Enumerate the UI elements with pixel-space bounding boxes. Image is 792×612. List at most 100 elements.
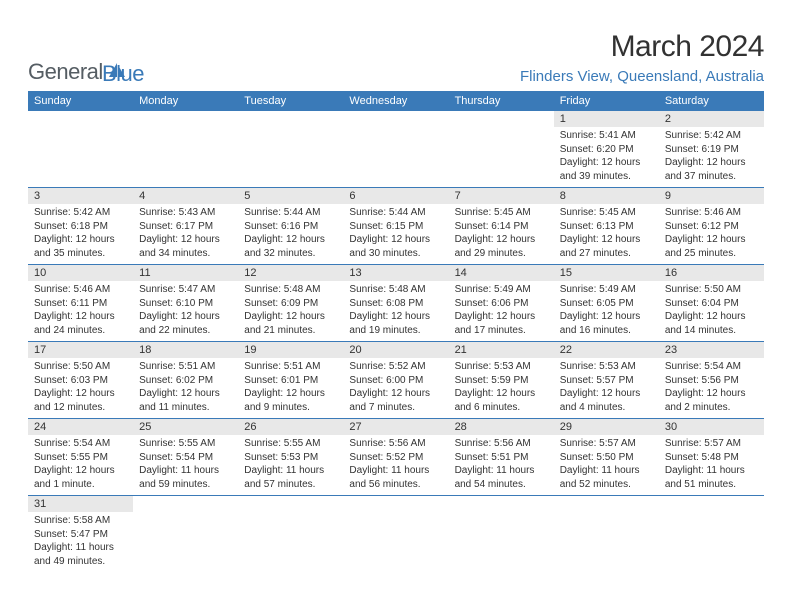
calendar-cell: 23Sunrise: 5:54 AMSunset: 5:56 PMDayligh… [659, 342, 764, 419]
day-number: 2 [659, 111, 764, 127]
calendar-cell-empty [449, 496, 554, 573]
day-details: Sunrise: 5:41 AMSunset: 6:20 PMDaylight:… [554, 127, 659, 187]
calendar-cell: 5Sunrise: 5:44 AMSunset: 6:16 PMDaylight… [238, 188, 343, 265]
calendar-cell-empty [343, 496, 448, 573]
title-block: March 2024 Flinders View, Queensland, Au… [520, 30, 764, 85]
day-number: 27 [343, 419, 448, 435]
day-number: 31 [28, 496, 133, 512]
day-details: Sunrise: 5:48 AMSunset: 6:09 PMDaylight:… [238, 281, 343, 341]
calendar-cell-empty [28, 111, 133, 188]
calendar-cell: 10Sunrise: 5:46 AMSunset: 6:11 PMDayligh… [28, 265, 133, 342]
day-number: 23 [659, 342, 764, 358]
day-number: 11 [133, 265, 238, 281]
calendar-cell-empty [238, 111, 343, 188]
calendar-cell: 4Sunrise: 5:43 AMSunset: 6:17 PMDaylight… [133, 188, 238, 265]
logo-text-general: General [28, 59, 103, 85]
calendar-cell: 16Sunrise: 5:50 AMSunset: 6:04 PMDayligh… [659, 265, 764, 342]
day-details: Sunrise: 5:43 AMSunset: 6:17 PMDaylight:… [133, 204, 238, 264]
day-details: Sunrise: 5:52 AMSunset: 6:00 PMDaylight:… [343, 358, 448, 418]
calendar-cell-empty [133, 111, 238, 188]
day-number: 22 [554, 342, 659, 358]
day-number: 10 [28, 265, 133, 281]
calendar-cell: 12Sunrise: 5:48 AMSunset: 6:09 PMDayligh… [238, 265, 343, 342]
calendar-cell: 7Sunrise: 5:45 AMSunset: 6:14 PMDaylight… [449, 188, 554, 265]
page-title: March 2024 [520, 30, 764, 64]
day-header: Saturday [659, 91, 764, 111]
day-details: Sunrise: 5:56 AMSunset: 5:51 PMDaylight:… [449, 435, 554, 495]
day-number: 26 [238, 419, 343, 435]
day-number: 28 [449, 419, 554, 435]
calendar-cell: 2Sunrise: 5:42 AMSunset: 6:19 PMDaylight… [659, 111, 764, 188]
day-header: Friday [554, 91, 659, 111]
day-details: Sunrise: 5:53 AMSunset: 5:59 PMDaylight:… [449, 358, 554, 418]
calendar-cell-empty [133, 496, 238, 573]
calendar-cell: 19Sunrise: 5:51 AMSunset: 6:01 PMDayligh… [238, 342, 343, 419]
day-number: 25 [133, 419, 238, 435]
day-details: Sunrise: 5:42 AMSunset: 6:19 PMDaylight:… [659, 127, 764, 187]
calendar-cell: 9Sunrise: 5:46 AMSunset: 6:12 PMDaylight… [659, 188, 764, 265]
day-number: 15 [554, 265, 659, 281]
calendar-cell: 11Sunrise: 5:47 AMSunset: 6:10 PMDayligh… [133, 265, 238, 342]
day-details: Sunrise: 5:51 AMSunset: 6:02 PMDaylight:… [133, 358, 238, 418]
calendar-cell-empty [238, 496, 343, 573]
day-details: Sunrise: 5:42 AMSunset: 6:18 PMDaylight:… [28, 204, 133, 264]
calendar-cell: 20Sunrise: 5:52 AMSunset: 6:00 PMDayligh… [343, 342, 448, 419]
calendar-row: 10Sunrise: 5:46 AMSunset: 6:11 PMDayligh… [28, 265, 764, 342]
calendar-cell: 22Sunrise: 5:53 AMSunset: 5:57 PMDayligh… [554, 342, 659, 419]
day-details: Sunrise: 5:50 AMSunset: 6:03 PMDaylight:… [28, 358, 133, 418]
calendar-cell: 25Sunrise: 5:55 AMSunset: 5:54 PMDayligh… [133, 419, 238, 496]
day-details: Sunrise: 5:54 AMSunset: 5:55 PMDaylight:… [28, 435, 133, 495]
day-number: 3 [28, 188, 133, 204]
day-details: Sunrise: 5:55 AMSunset: 5:54 PMDaylight:… [133, 435, 238, 495]
calendar-cell-empty [343, 111, 448, 188]
calendar-row: 1Sunrise: 5:41 AMSunset: 6:20 PMDaylight… [28, 111, 764, 188]
calendar-cell: 26Sunrise: 5:55 AMSunset: 5:53 PMDayligh… [238, 419, 343, 496]
day-number: 1 [554, 111, 659, 127]
calendar-row: 17Sunrise: 5:50 AMSunset: 6:03 PMDayligh… [28, 342, 764, 419]
calendar-cell: 1Sunrise: 5:41 AMSunset: 6:20 PMDaylight… [554, 111, 659, 188]
day-number: 12 [238, 265, 343, 281]
calendar-cell: 3Sunrise: 5:42 AMSunset: 6:18 PMDaylight… [28, 188, 133, 265]
day-header: Tuesday [238, 91, 343, 111]
day-number: 21 [449, 342, 554, 358]
day-header-row: SundayMondayTuesdayWednesdayThursdayFrid… [28, 91, 764, 111]
calendar-row: 24Sunrise: 5:54 AMSunset: 5:55 PMDayligh… [28, 419, 764, 496]
calendar-row: 3Sunrise: 5:42 AMSunset: 6:18 PMDaylight… [28, 188, 764, 265]
calendar-cell-empty [659, 496, 764, 573]
day-details: Sunrise: 5:58 AMSunset: 5:47 PMDaylight:… [28, 512, 133, 572]
day-number: 5 [238, 188, 343, 204]
day-number: 8 [554, 188, 659, 204]
day-details: Sunrise: 5:49 AMSunset: 6:06 PMDaylight:… [449, 281, 554, 341]
day-number: 6 [343, 188, 448, 204]
calendar-cell: 15Sunrise: 5:49 AMSunset: 6:05 PMDayligh… [554, 265, 659, 342]
day-details: Sunrise: 5:44 AMSunset: 6:16 PMDaylight:… [238, 204, 343, 264]
day-header: Thursday [449, 91, 554, 111]
day-number: 14 [449, 265, 554, 281]
calendar-cell: 21Sunrise: 5:53 AMSunset: 5:59 PMDayligh… [449, 342, 554, 419]
day-details: Sunrise: 5:55 AMSunset: 5:53 PMDaylight:… [238, 435, 343, 495]
calendar-cell: 14Sunrise: 5:49 AMSunset: 6:06 PMDayligh… [449, 265, 554, 342]
day-details: Sunrise: 5:49 AMSunset: 6:05 PMDaylight:… [554, 281, 659, 341]
calendar-cell: 29Sunrise: 5:57 AMSunset: 5:50 PMDayligh… [554, 419, 659, 496]
day-number: 13 [343, 265, 448, 281]
day-details: Sunrise: 5:46 AMSunset: 6:12 PMDaylight:… [659, 204, 764, 264]
day-number: 30 [659, 419, 764, 435]
calendar-cell-empty [554, 496, 659, 573]
day-number: 20 [343, 342, 448, 358]
day-number: 24 [28, 419, 133, 435]
calendar-cell: 30Sunrise: 5:57 AMSunset: 5:48 PMDayligh… [659, 419, 764, 496]
day-details: Sunrise: 5:50 AMSunset: 6:04 PMDaylight:… [659, 281, 764, 341]
calendar-cell: 6Sunrise: 5:44 AMSunset: 6:15 PMDaylight… [343, 188, 448, 265]
calendar-cell-empty [449, 111, 554, 188]
day-number: 19 [238, 342, 343, 358]
day-number: 4 [133, 188, 238, 204]
day-number: 9 [659, 188, 764, 204]
day-number: 18 [133, 342, 238, 358]
calendar-cell: 17Sunrise: 5:50 AMSunset: 6:03 PMDayligh… [28, 342, 133, 419]
day-details: Sunrise: 5:44 AMSunset: 6:15 PMDaylight:… [343, 204, 448, 264]
day-details: Sunrise: 5:45 AMSunset: 6:13 PMDaylight:… [554, 204, 659, 264]
header: General Blue March 2024 Flinders View, Q… [28, 30, 764, 85]
day-details: Sunrise: 5:54 AMSunset: 5:56 PMDaylight:… [659, 358, 764, 418]
day-details: Sunrise: 5:47 AMSunset: 6:10 PMDaylight:… [133, 281, 238, 341]
day-header: Monday [133, 91, 238, 111]
